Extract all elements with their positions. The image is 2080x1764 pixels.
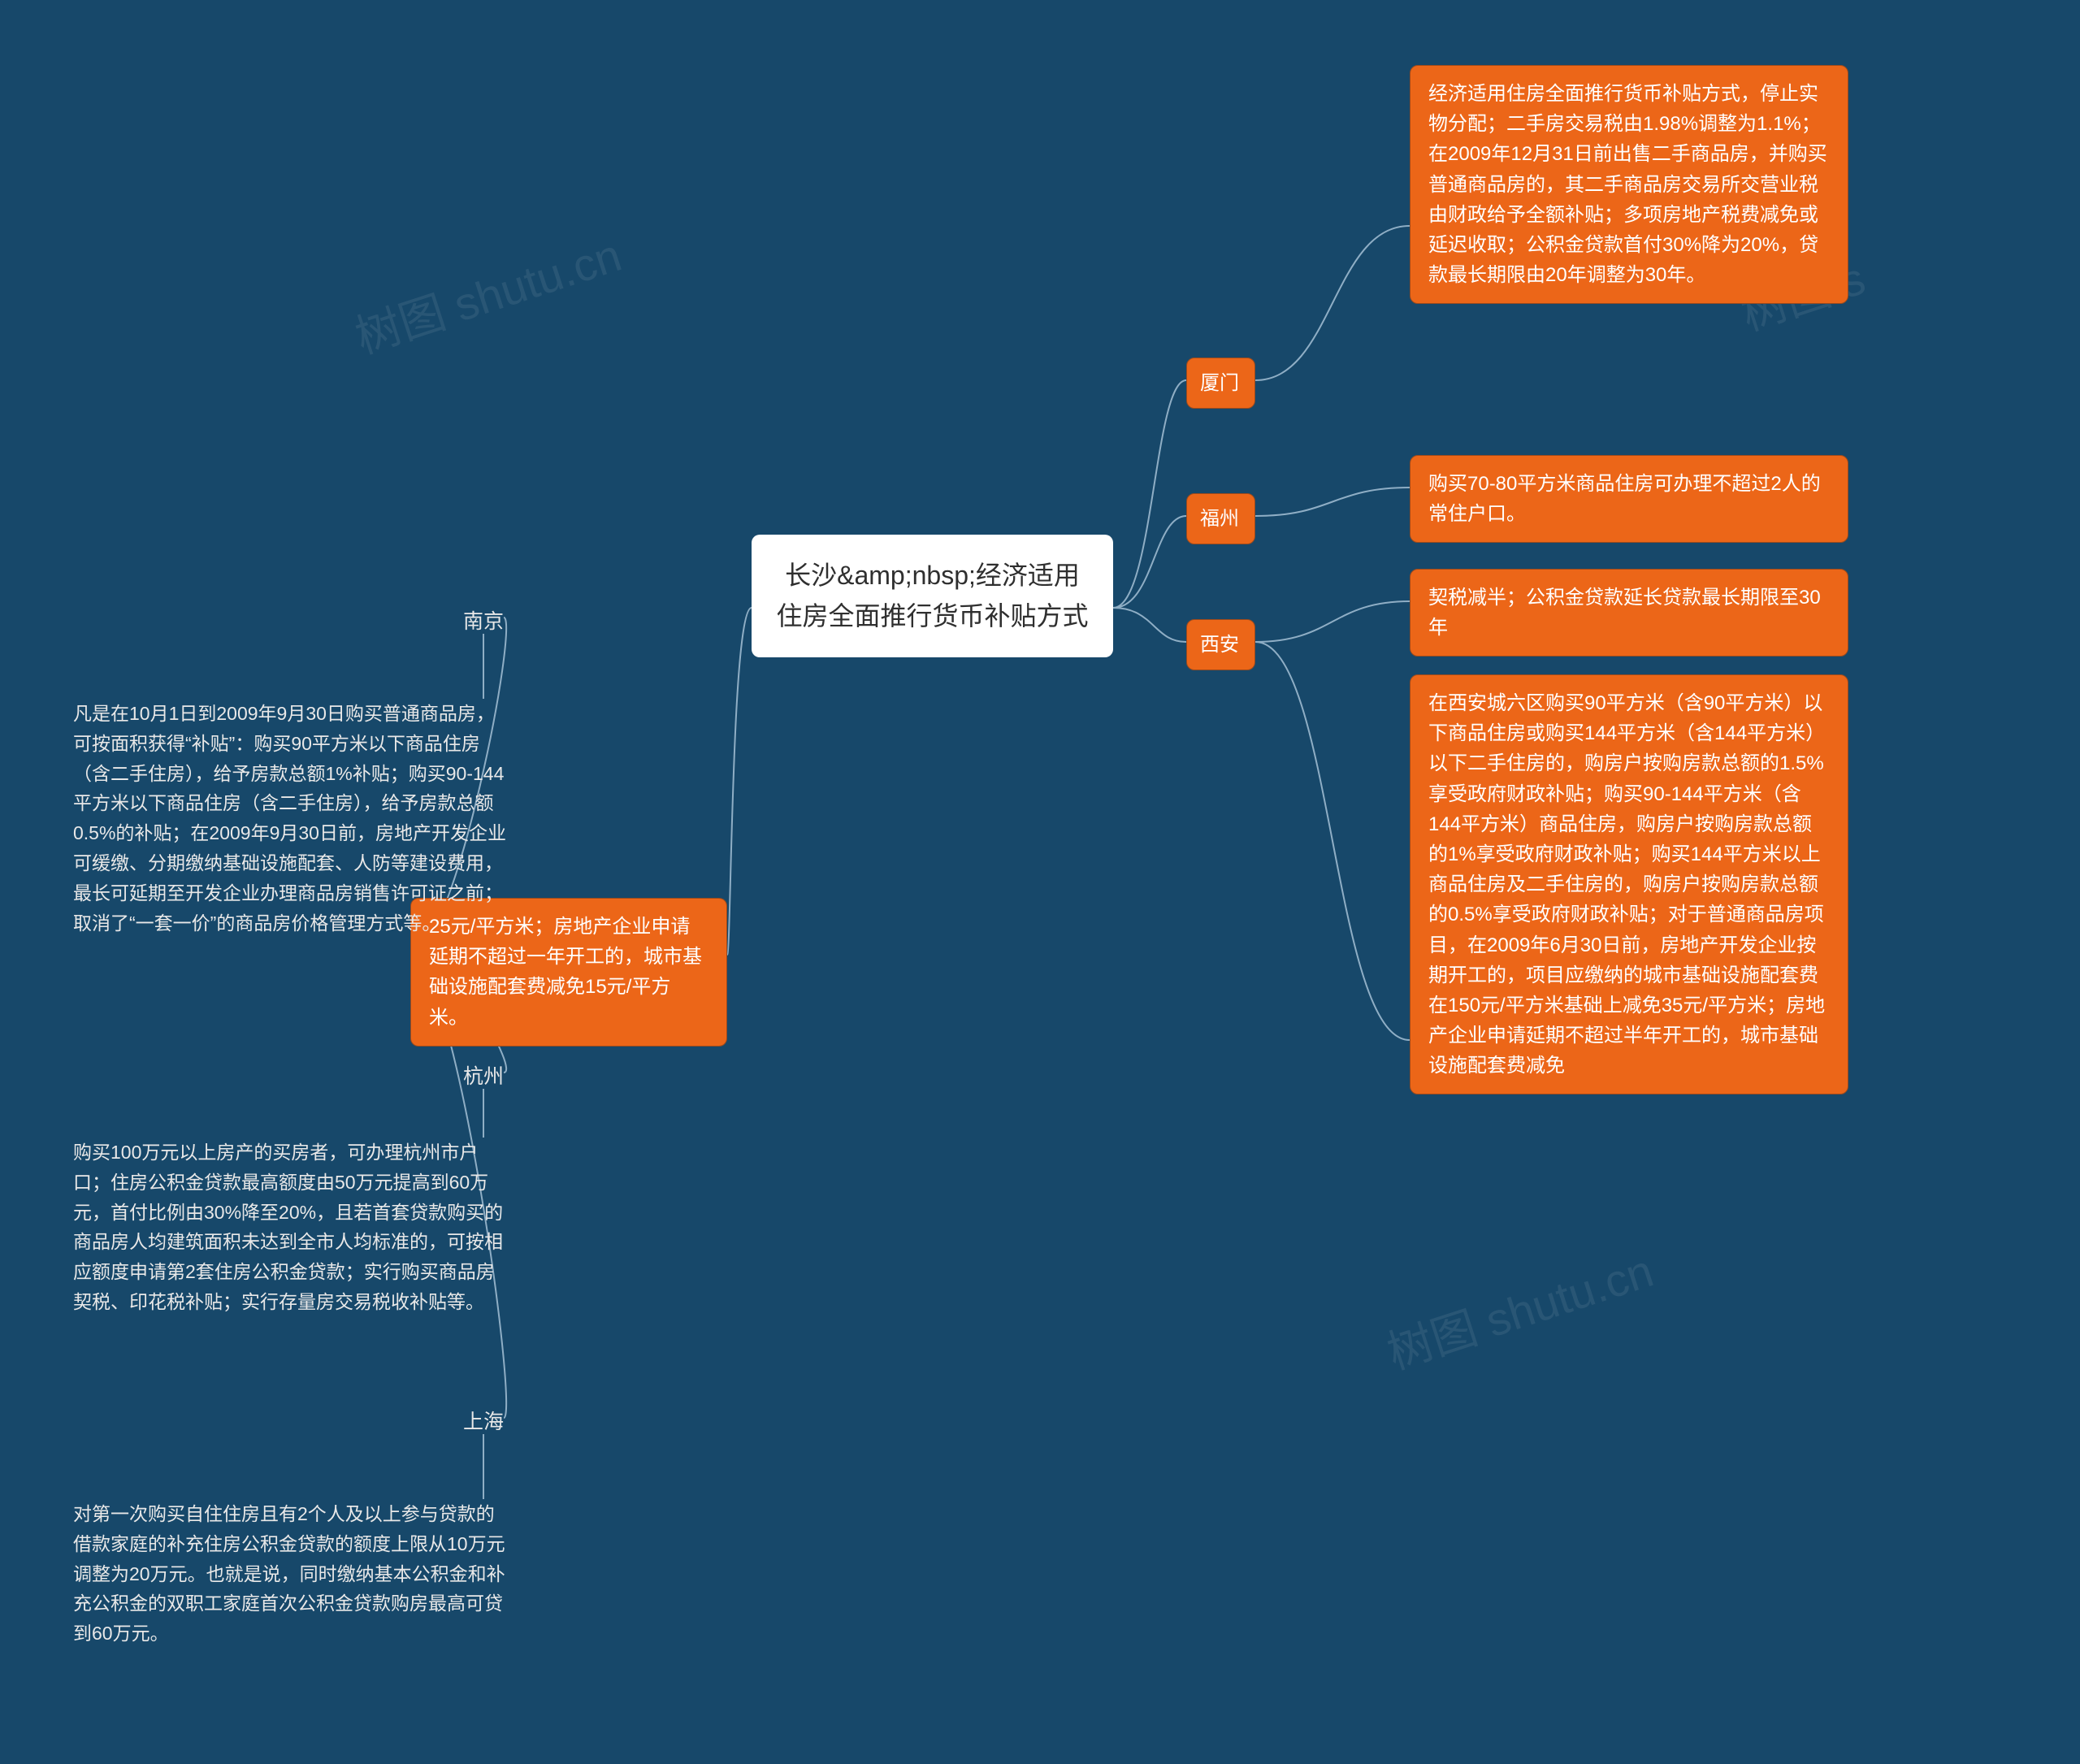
node-xian[interactable]: 西安	[1186, 619, 1255, 670]
label-nanjing-text: 南京	[463, 610, 504, 633]
detail-xian-b[interactable]: 在西安城六区购买90平方米（含90平方米）以下商品住房或购买144平方米（含14…	[1410, 674, 1848, 1094]
detail-xian-b-text: 在西安城六区购买90平方米（含90平方米）以下商品住房或购买144平方米（含14…	[1428, 692, 1825, 1077]
node-xiamen-label: 厦门	[1200, 372, 1239, 394]
node-fuzhou-label: 福州	[1200, 508, 1239, 530]
text-nanjing: 凡是在10月1日到2009年9月30日购买普通商品房，可按面积获得“补贴”：购买…	[73, 699, 512, 938]
text-hangzhou: 购买100万元以上房产的买房者，可办理杭州市户口；住房公积金贷款最高额度由50万…	[73, 1138, 512, 1317]
text-hangzhou-content: 购买100万元以上房产的买房者，可办理杭州市户口；住房公积金贷款最高额度由50万…	[73, 1142, 503, 1312]
label-nanjing[interactable]: 南京	[463, 605, 504, 635]
detail-fuzhou-text: 购买70-80平方米商品住房可办理不超过2人的常住户口。	[1428, 473, 1821, 525]
watermark: 树图 shutu.cn	[346, 219, 629, 367]
watermark: 树图 shutu.cn	[1378, 1235, 1661, 1383]
root-node[interactable]: 长沙&amp;nbsp;经济适用住房全面推行货币补贴方式	[752, 535, 1113, 657]
node-xian-label: 西安	[1200, 634, 1239, 656]
text-shanghai-content: 对第一次购买自住住房且有2个人及以上参与贷款的借款家庭的补充住房公积金贷款的额度…	[73, 1503, 505, 1644]
detail-xian-a-text: 契税减半；公积金贷款延长贷款最长期限至30年	[1428, 587, 1821, 639]
root-title: 长沙&amp;nbsp;经济适用住房全面推行货币补贴方式	[776, 561, 1088, 631]
label-shanghai[interactable]: 上海	[463, 1406, 504, 1435]
detail-xiamen-text: 经济适用住房全面推行货币补贴方式，停止实物分配；二手房交易税由1.98%调整为1…	[1428, 83, 1827, 286]
detail-xiamen[interactable]: 经济适用住房全面推行货币补贴方式，停止实物分配；二手房交易税由1.98%调整为1…	[1410, 65, 1848, 304]
node-fuzhou[interactable]: 福州	[1186, 493, 1255, 544]
label-hangzhou-text: 杭州	[463, 1065, 504, 1088]
text-shanghai: 对第一次购买自住住房且有2个人及以上参与贷款的借款家庭的补充住房公积金贷款的额度…	[73, 1499, 512, 1649]
text-nanjing-content: 凡是在10月1日到2009年9月30日购买普通商品房，可按面积获得“补贴”：购买…	[73, 703, 506, 934]
label-hangzhou[interactable]: 杭州	[463, 1060, 504, 1090]
label-shanghai-text: 上海	[463, 1411, 504, 1433]
node-xiamen[interactable]: 厦门	[1186, 358, 1255, 409]
detail-xian-a[interactable]: 契税减半；公积金贷款延长贷款最长期限至30年	[1410, 569, 1848, 657]
detail-fuzhou[interactable]: 购买70-80平方米商品住房可办理不超过2人的常住户口。	[1410, 455, 1848, 543]
